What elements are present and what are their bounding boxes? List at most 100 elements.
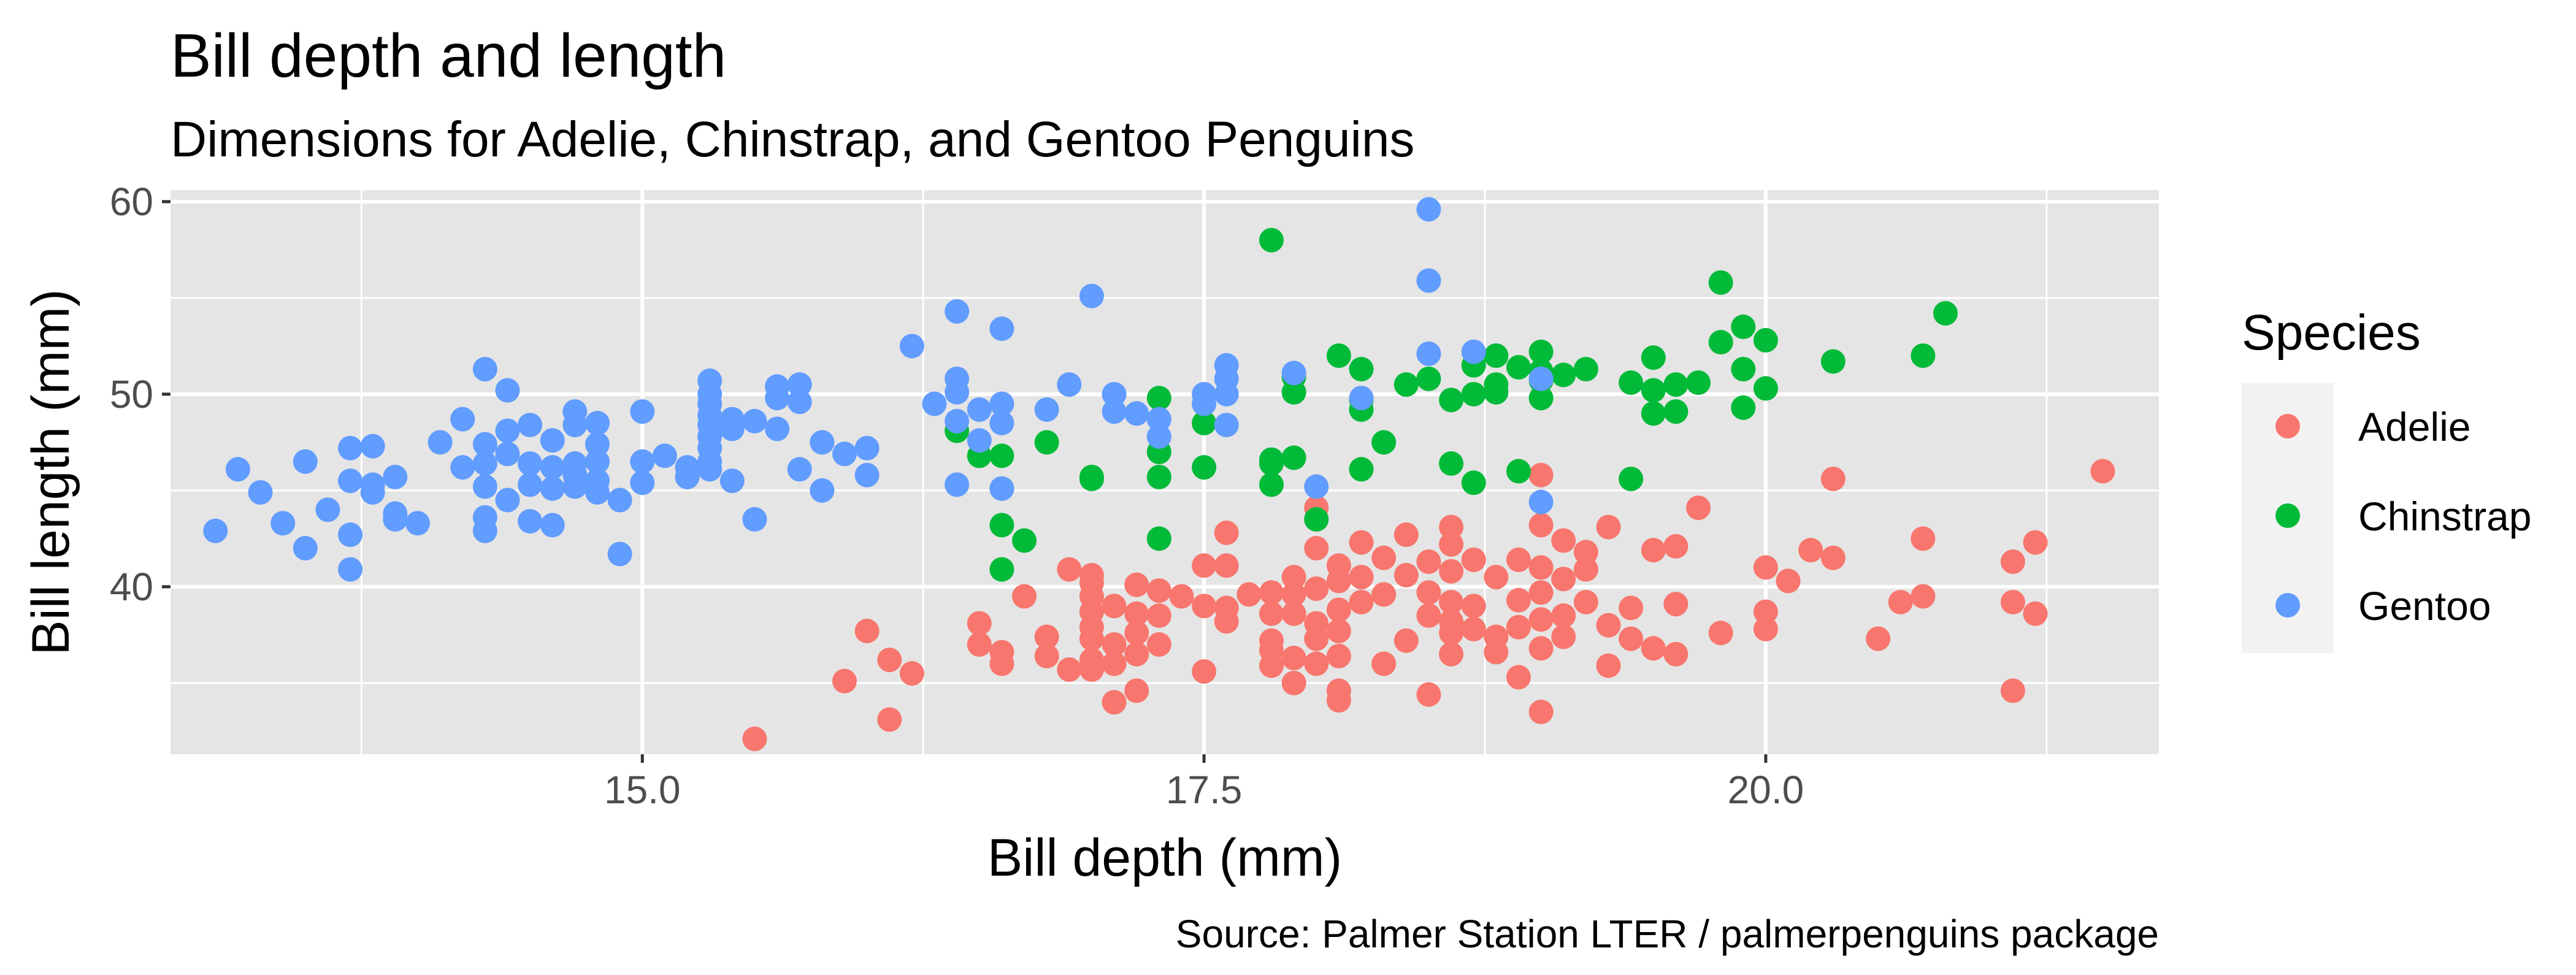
- data-point-gentoo: [562, 413, 588, 438]
- data-point-gentoo: [450, 407, 475, 432]
- data-point-chinstrap: [1281, 445, 1306, 470]
- data-point-adelie: [2000, 549, 2025, 575]
- data-point-chinstrap: [1708, 270, 1733, 295]
- data-point-gentoo: [338, 557, 363, 582]
- data-point-adelie: [1439, 641, 1464, 667]
- data-point-adelie: [1192, 553, 1217, 578]
- data-point-gentoo: [1416, 268, 1441, 293]
- data-point-gentoo: [225, 457, 250, 482]
- data-point-adelie: [1820, 466, 1846, 491]
- data-point-adelie: [1596, 613, 1621, 638]
- data-point-adelie: [1371, 651, 1397, 676]
- data-point-gentoo: [472, 432, 497, 457]
- data-point-adelie: [1349, 530, 1374, 555]
- data-point-gentoo: [518, 413, 543, 438]
- data-point-chinstrap: [1192, 455, 1217, 480]
- data-point-chinstrap: [1439, 451, 1464, 476]
- data-point-gentoo: [719, 416, 745, 442]
- data-point-gentoo: [1281, 361, 1306, 386]
- data-point-gentoo: [338, 468, 363, 494]
- data-point-adelie: [1753, 599, 1778, 624]
- data-point-gentoo: [989, 316, 1014, 342]
- data-point-gentoo: [1192, 391, 1217, 416]
- legend-label-adelie: Adelie: [2358, 404, 2471, 449]
- data-point-gentoo: [495, 418, 520, 443]
- data-point-adelie: [2000, 678, 2025, 703]
- data-point-adelie: [1820, 545, 1846, 570]
- y-tick-label: 40: [110, 565, 153, 609]
- data-point-adelie: [1888, 589, 1913, 614]
- data-point-adelie: [1686, 495, 1711, 521]
- data-point-adelie: [1146, 632, 1171, 657]
- data-point-chinstrap: [1708, 330, 1733, 355]
- data-point-adelie: [1102, 632, 1127, 657]
- data-point-adelie: [1551, 567, 1576, 592]
- data-point-adelie: [2023, 530, 2048, 555]
- data-point-gentoo: [967, 397, 992, 422]
- data-point-chinstrap: [1259, 472, 1284, 497]
- data-point-chinstrap: [1034, 430, 1059, 455]
- data-point-chinstrap: [1663, 399, 1689, 424]
- data-point-adelie: [1596, 653, 1621, 678]
- data-point-gentoo: [1416, 197, 1441, 222]
- data-point-adelie: [1484, 565, 1509, 590]
- data-point-adelie: [1641, 538, 1666, 563]
- data-point-adelie: [1528, 580, 1554, 605]
- data-point-adelie: [2090, 459, 2115, 484]
- data-point-chinstrap: [1573, 357, 1598, 382]
- data-point-adelie: [1439, 621, 1464, 646]
- data-point-adelie: [1461, 616, 1486, 641]
- data-point-gentoo: [945, 380, 970, 405]
- data-point-gentoo: [922, 391, 947, 416]
- data-point-chinstrap: [1146, 526, 1171, 551]
- data-point-gentoo: [787, 457, 812, 482]
- data-point-gentoo: [540, 476, 565, 501]
- data-point-chinstrap: [989, 557, 1014, 582]
- data-point-gentoo: [1079, 283, 1104, 308]
- data-point-gentoo: [383, 507, 408, 532]
- chart-title: Bill depth and length: [171, 21, 726, 90]
- data-point-adelie: [1776, 568, 1801, 594]
- data-point-adelie: [1371, 545, 1397, 570]
- data-point-adelie: [1281, 670, 1306, 695]
- data-point-adelie: [1416, 580, 1441, 605]
- data-point-adelie: [1259, 580, 1284, 605]
- data-point-gentoo: [248, 480, 273, 505]
- data-point-adelie: [1619, 595, 1644, 621]
- data-point-chinstrap: [1641, 378, 1666, 403]
- data-point-adelie: [1416, 682, 1441, 707]
- data-point-gentoo: [1146, 407, 1171, 432]
- data-point-adelie: [1304, 651, 1329, 676]
- data-point-chinstrap: [1619, 370, 1644, 395]
- data-point-adelie: [1911, 526, 1936, 551]
- data-point-adelie: [1079, 657, 1104, 682]
- data-point-adelie: [1236, 582, 1262, 607]
- data-point-gentoo: [675, 455, 700, 480]
- data-point-chinstrap: [1349, 457, 1374, 482]
- data-point-adelie: [899, 661, 924, 686]
- data-point-adelie: [1551, 528, 1576, 553]
- data-point-chinstrap: [989, 513, 1014, 538]
- data-point-gentoo: [270, 511, 296, 536]
- data-point-gentoo: [518, 509, 543, 534]
- data-point-adelie: [1192, 659, 1217, 684]
- data-point-gentoo: [945, 408, 970, 434]
- data-point-adelie: [1146, 578, 1171, 603]
- data-point-adelie: [1371, 582, 1397, 607]
- data-point-adelie: [1326, 568, 1351, 594]
- data-point-chinstrap: [1146, 464, 1171, 489]
- data-point-gentoo: [427, 430, 453, 455]
- data-point-chinstrap: [1686, 370, 1711, 395]
- data-point-chinstrap: [1933, 300, 1958, 326]
- data-point-chinstrap: [1528, 386, 1554, 411]
- data-point-adelie: [1102, 651, 1127, 676]
- data-point-adelie: [1573, 557, 1598, 582]
- data-point-gentoo: [899, 334, 924, 359]
- data-point-gentoo: [338, 435, 363, 461]
- data-point-chinstrap: [1641, 345, 1666, 370]
- data-point-chinstrap: [1349, 357, 1374, 382]
- data-point-adelie: [1304, 536, 1329, 561]
- data-point-chinstrap: [1484, 343, 1509, 369]
- data-point-chinstrap: [1753, 376, 1778, 401]
- data-point-gentoo: [989, 391, 1014, 416]
